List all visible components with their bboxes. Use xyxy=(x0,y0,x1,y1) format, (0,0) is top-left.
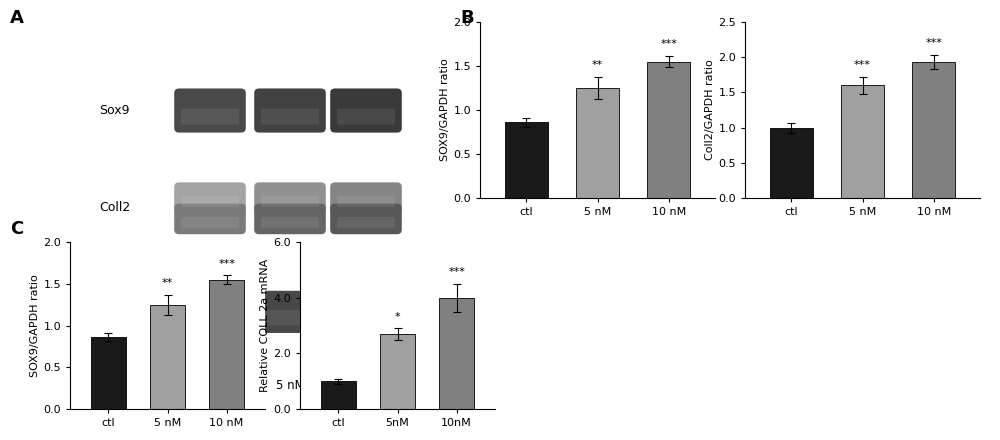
Text: C: C xyxy=(10,220,23,238)
Y-axis label: Coll2/GAPDH ratio: Coll2/GAPDH ratio xyxy=(705,60,715,160)
FancyBboxPatch shape xyxy=(261,217,319,228)
FancyBboxPatch shape xyxy=(261,196,319,207)
Bar xyxy=(209,280,244,409)
FancyBboxPatch shape xyxy=(254,182,326,213)
Bar xyxy=(150,304,185,409)
Y-axis label: SOX9/GAPDH ratio: SOX9/GAPDH ratio xyxy=(30,274,40,377)
FancyBboxPatch shape xyxy=(181,109,239,125)
Text: **: ** xyxy=(592,60,603,70)
FancyBboxPatch shape xyxy=(261,310,319,325)
Bar xyxy=(576,88,619,198)
Text: B: B xyxy=(460,9,474,27)
Text: GAPDH: GAPDH xyxy=(85,305,130,319)
FancyBboxPatch shape xyxy=(337,109,395,125)
Text: Coll2: Coll2 xyxy=(99,201,130,214)
FancyBboxPatch shape xyxy=(330,204,402,234)
Text: ***: *** xyxy=(660,39,677,49)
Bar xyxy=(841,85,884,198)
Bar xyxy=(770,128,813,198)
Text: A: A xyxy=(10,9,24,27)
FancyBboxPatch shape xyxy=(330,291,402,333)
FancyBboxPatch shape xyxy=(174,88,246,132)
Bar xyxy=(505,122,548,198)
FancyBboxPatch shape xyxy=(330,88,402,132)
FancyBboxPatch shape xyxy=(174,204,246,234)
FancyBboxPatch shape xyxy=(261,109,319,125)
Text: ctl: ctl xyxy=(203,379,217,392)
Text: **: ** xyxy=(162,278,173,288)
FancyBboxPatch shape xyxy=(337,196,395,207)
Bar xyxy=(91,337,126,409)
Bar xyxy=(912,62,955,198)
FancyBboxPatch shape xyxy=(174,182,246,213)
Text: ***: *** xyxy=(854,60,871,70)
FancyBboxPatch shape xyxy=(181,196,239,207)
Text: Sox9: Sox9 xyxy=(100,104,130,117)
Text: ***: *** xyxy=(448,267,465,277)
FancyBboxPatch shape xyxy=(181,217,239,228)
FancyBboxPatch shape xyxy=(254,204,326,234)
FancyBboxPatch shape xyxy=(181,310,239,325)
Y-axis label: Relative COLL 2a mRNA: Relative COLL 2a mRNA xyxy=(260,259,270,392)
Bar xyxy=(380,334,415,409)
FancyBboxPatch shape xyxy=(337,217,395,228)
Text: 5 nM: 5 nM xyxy=(276,379,304,392)
Text: ***: *** xyxy=(218,259,235,269)
FancyBboxPatch shape xyxy=(254,88,326,132)
Bar xyxy=(439,298,474,409)
Text: ***: *** xyxy=(925,38,942,48)
Text: *: * xyxy=(395,312,400,322)
Text: 10 nM: 10 nM xyxy=(348,379,384,392)
Bar xyxy=(321,381,356,409)
Y-axis label: SOX9/GAPDH ratio: SOX9/GAPDH ratio xyxy=(440,59,450,161)
FancyBboxPatch shape xyxy=(337,310,395,325)
FancyBboxPatch shape xyxy=(174,291,246,333)
FancyBboxPatch shape xyxy=(330,182,402,213)
FancyBboxPatch shape xyxy=(254,291,326,333)
Bar xyxy=(647,62,690,198)
